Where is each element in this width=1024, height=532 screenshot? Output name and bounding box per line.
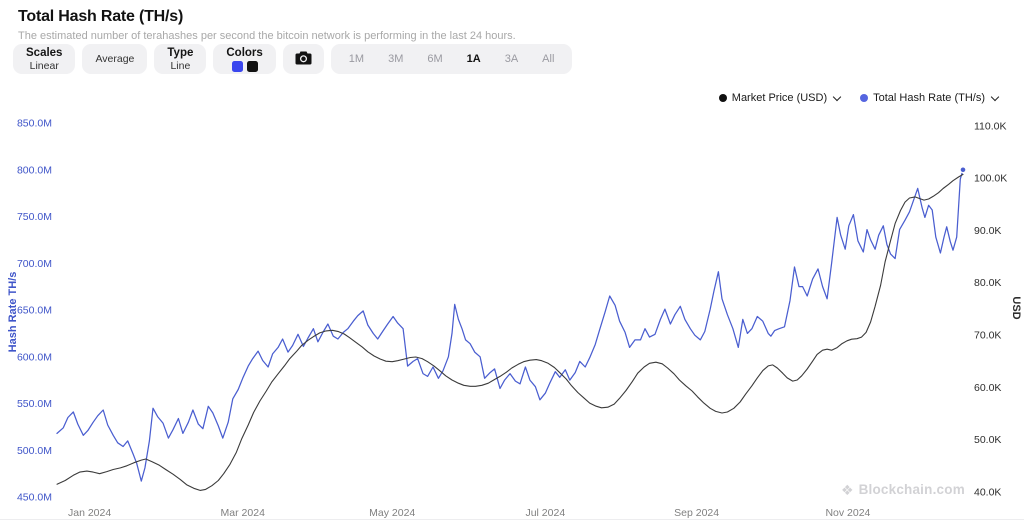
x-axis-tick: Jul 2024	[525, 507, 565, 519]
right-axis-tick: 70.0K	[974, 330, 1001, 342]
camera-icon	[295, 51, 312, 68]
left-axis-title: Hash Rate TH/s	[7, 272, 19, 353]
scales-button[interactable]: Scales Linear	[13, 44, 76, 74]
right-axis-tick: 90.0K	[974, 225, 1001, 237]
range-3m-button[interactable]: 3M	[376, 44, 415, 74]
range-3y-button[interactable]: 3A	[493, 44, 530, 74]
colors-button[interactable]: Colors	[213, 44, 276, 74]
right-axis-tick: 80.0K	[974, 277, 1001, 289]
blockchain-watermark: ❖ Blockchain.com	[841, 482, 965, 497]
hash-rate-dot	[860, 94, 869, 102]
right-axis-tick: 110.0K	[974, 120, 1007, 132]
chart-toolbar: Scales Linear Average Type Line Colors	[13, 44, 573, 74]
color-swatches	[231, 60, 258, 72]
black-color-swatch[interactable]	[246, 60, 258, 72]
screenshot-button[interactable]	[282, 44, 324, 74]
type-label: Type	[167, 46, 194, 59]
x-axis-tick: Nov 2024	[825, 507, 870, 519]
series-end-marker	[959, 166, 967, 174]
x-axis-tick: Mar 2024	[221, 507, 266, 519]
chart-legend: Market Price (USD) Total Hash Rate (TH/s…	[718, 92, 1000, 104]
left-axis-tick: 600.0M	[17, 351, 52, 363]
chart-bottom-divider	[0, 519, 1024, 520]
chart-header: Total Hash Rate (TH/s) The estimated num…	[18, 8, 516, 42]
left-axis-tick: 550.0M	[17, 398, 52, 410]
series-line	[56, 173, 964, 491]
colors-label: Colors	[226, 46, 263, 59]
market-price-dot	[718, 94, 727, 102]
x-axis-tick: May 2024	[369, 507, 415, 519]
watermark-text: Blockchain.com	[858, 482, 965, 497]
type-value: Line	[170, 59, 191, 72]
left-axis-tick: 750.0M	[17, 211, 52, 223]
page-title: Total Hash Rate (TH/s)	[18, 8, 184, 25]
left-axis-tick: 450.0M	[17, 492, 52, 504]
range-6m-button[interactable]: 6M	[415, 44, 454, 74]
average-label: Average	[95, 53, 135, 65]
range-1y-button[interactable]: 1A	[455, 44, 493, 74]
right-axis-tick: 50.0K	[974, 434, 1001, 446]
left-axis-tick: 850.0M	[17, 118, 52, 130]
page-subtitle: The estimated number of terahashes per s…	[18, 30, 516, 42]
left-axis-tick: 650.0M	[17, 305, 52, 317]
x-axis-tick: Sep 2024	[674, 507, 719, 519]
scales-value: Linear	[29, 59, 59, 72]
range-all-button[interactable]: All	[530, 44, 566, 74]
type-button[interactable]: Type Line	[154, 44, 207, 74]
x-axis-tick: Jan 2024	[68, 507, 111, 519]
time-range-group: 1M 3M 6M 1A 3A All	[330, 44, 573, 74]
left-axis-tick: 800.0M	[17, 164, 52, 176]
blockchain-logo-icon: ❖	[841, 481, 854, 498]
average-button[interactable]: Average	[82, 44, 148, 74]
legend-item-market-price[interactable]: Market Price (USD)	[718, 92, 842, 104]
range-1m-button[interactable]: 1M	[337, 44, 376, 74]
right-axis-tick: 40.0K	[974, 487, 1001, 499]
blue-color-swatch[interactable]	[231, 60, 243, 72]
right-axis-title: USD	[1010, 296, 1022, 319]
left-axis-tick: 500.0M	[17, 445, 52, 457]
legend-market-price-label: Market Price (USD)	[731, 92, 828, 104]
legend-hash-rate-label: Total Hash Rate (TH/s)	[873, 92, 985, 104]
scales-label: Scales	[26, 46, 63, 59]
legend-item-hash-rate[interactable]: Total Hash Rate (TH/s)	[860, 92, 1000, 104]
right-axis-tick: 100.0K	[974, 173, 1007, 185]
series-line	[56, 169, 964, 482]
left-axis-tick: 700.0M	[17, 258, 52, 270]
right-axis-tick: 60.0K	[974, 382, 1001, 394]
